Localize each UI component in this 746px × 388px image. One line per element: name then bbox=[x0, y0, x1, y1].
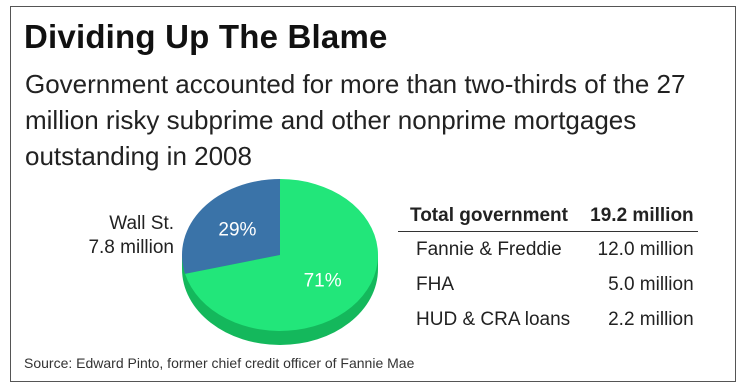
table-row-value: 5.0 million bbox=[608, 274, 694, 295]
pie-slice-government bbox=[185, 179, 378, 331]
pie-slice-wall-street-label: 29% bbox=[218, 219, 256, 240]
table-row-label: HUD & CRA loans bbox=[416, 309, 571, 330]
pie-top bbox=[182, 179, 378, 331]
table-row: HUD & CRA loans 2.2 million bbox=[398, 302, 698, 337]
pie-slice-wall-street bbox=[182, 179, 280, 274]
table-row-label: Fannie & Freddie bbox=[416, 239, 562, 260]
table-header-value: 19.2 million bbox=[578, 203, 698, 232]
chart-title: Dividing Up The Blame bbox=[24, 18, 388, 55]
table-header-row: Total government 19.2 million bbox=[398, 203, 698, 232]
wall-street-value: 7.8 million bbox=[88, 237, 174, 258]
table-row-label: FHA bbox=[416, 274, 454, 295]
government-breakdown-table: Total government 19.2 million Fannie & F… bbox=[398, 203, 698, 337]
source-note: Source: Edward Pinto, former chief credi… bbox=[24, 355, 415, 371]
pie-slice-government-label: 71% bbox=[304, 271, 342, 292]
chart-subtitle: Government accounted for more than two-t… bbox=[25, 69, 686, 171]
wall-street-label: Wall St. 7.8 million bbox=[56, 212, 174, 260]
table-header-label: Total government bbox=[398, 203, 579, 232]
pie-chart: 29% 71% bbox=[182, 179, 378, 345]
pie-labels: 29% 71% bbox=[218, 219, 341, 291]
table-row-value: 12.0 million bbox=[597, 239, 694, 260]
table-row-value: 2.2 million bbox=[608, 309, 694, 330]
table-row: Fannie & Freddie 12.0 million bbox=[398, 232, 698, 268]
wall-street-name: Wall St. bbox=[109, 213, 174, 234]
table-row: FHA 5.0 million bbox=[398, 267, 698, 302]
chart-frame bbox=[10, 6, 736, 382]
